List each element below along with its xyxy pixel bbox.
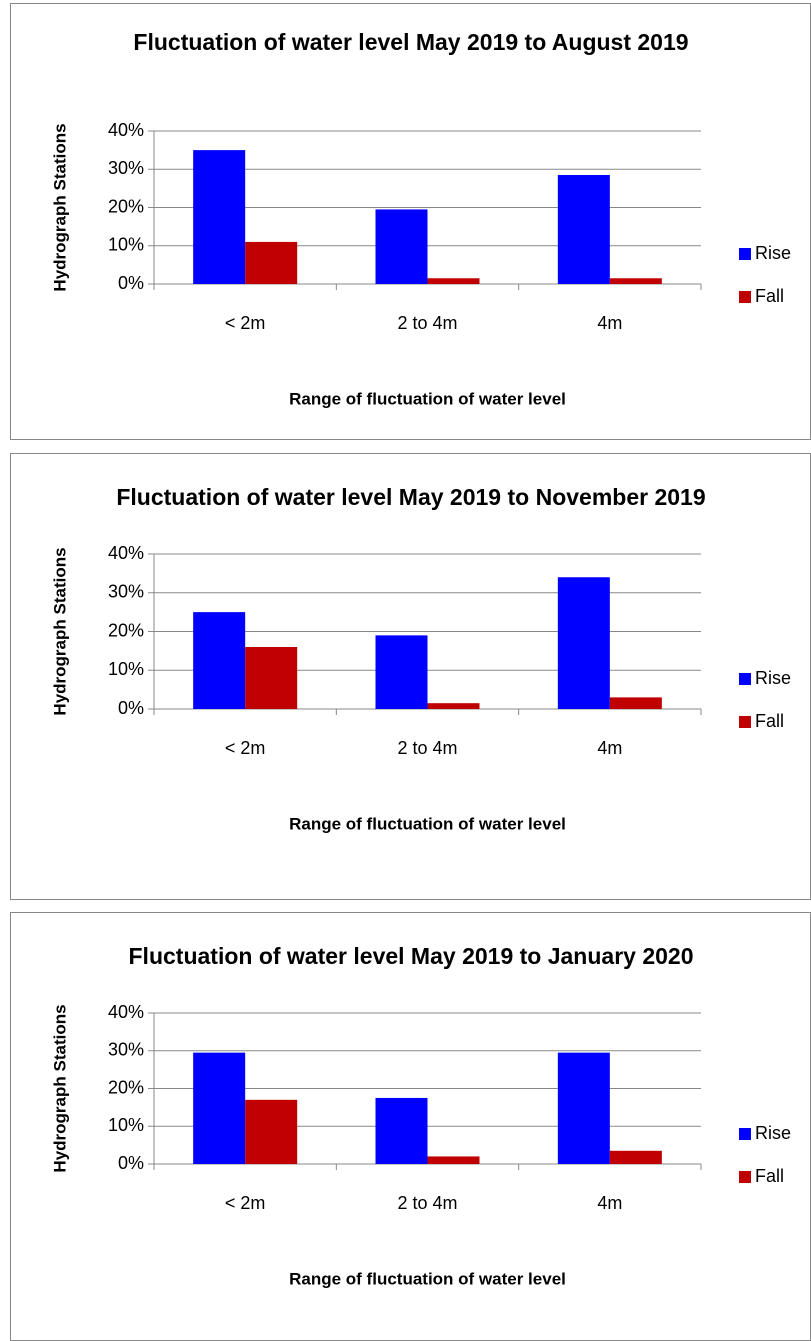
chart-title: Fluctuation of water level May 2019 to N… xyxy=(116,484,706,510)
bar xyxy=(557,1052,610,1164)
x-axis-title: Range of fluctuation of water level xyxy=(289,389,566,408)
bar xyxy=(427,703,480,709)
legend-label: Rise xyxy=(755,1123,791,1143)
legend-label: Rise xyxy=(755,243,791,263)
y-tick-label: 10% xyxy=(108,659,144,679)
bar xyxy=(193,612,246,709)
chart: 0% 10% 20% 30% 40% < 2m 2 to 4m 4m Range of fluc… xyxy=(50,1002,791,1289)
bar xyxy=(427,1156,480,1164)
x-tick-label: 4m xyxy=(597,313,622,333)
bar xyxy=(245,647,298,709)
x-axis-title: Range of fluctuation of water level xyxy=(289,1269,566,1288)
legend-swatch xyxy=(739,673,751,685)
legend-label: Fall xyxy=(755,711,784,731)
chart-frame: Fluctuation of water level May 2019 to N… xyxy=(10,453,811,900)
y-tick-label: 0% xyxy=(118,273,144,293)
y-tick-label: 30% xyxy=(108,1040,144,1060)
chart: 0% 10% 20% 30% 40% < 2m 2 to 4m 4m Range of fluc… xyxy=(50,543,791,834)
bar xyxy=(427,278,480,284)
y-tick-label: 40% xyxy=(108,120,144,140)
y-tick-label: 0% xyxy=(118,1153,144,1173)
y-tick-label: 30% xyxy=(108,158,144,178)
x-tick-label: 2 to 4m xyxy=(397,1193,457,1213)
chart: 0% 10% 20% 30% 40% < 2m 2 to 4m 4m Range of fluc… xyxy=(50,120,791,409)
bar xyxy=(375,209,428,284)
y-tick-label: 10% xyxy=(108,235,144,255)
y-axis-title: Hydrograph Stations xyxy=(50,1004,69,1172)
bar xyxy=(557,577,610,709)
y-tick-label: 40% xyxy=(108,1002,144,1022)
legend-swatch xyxy=(739,1171,751,1183)
legend-swatch xyxy=(739,1128,751,1140)
chart-frame: Fluctuation of water level May 2019 to A… xyxy=(10,3,811,440)
y-tick-label: 0% xyxy=(118,698,144,718)
x-tick-label: < 2m xyxy=(225,313,266,333)
y-tick-label: 20% xyxy=(108,196,144,216)
bar xyxy=(375,635,428,709)
bar xyxy=(245,241,298,284)
bar xyxy=(375,1097,428,1164)
chart-title: Fluctuation of water level May 2019 to A… xyxy=(133,29,689,55)
legend-label: Fall xyxy=(755,1166,784,1186)
bar xyxy=(557,174,610,284)
y-axis-title: Hydrograph Stations xyxy=(50,547,69,715)
legend-swatch xyxy=(739,291,751,303)
y-axis-title: Hydrograph Stations xyxy=(50,123,69,291)
bar xyxy=(193,1052,246,1164)
legend-swatch xyxy=(739,248,751,260)
legend-label: Fall xyxy=(755,286,784,306)
y-tick-label: 10% xyxy=(108,1115,144,1135)
bar xyxy=(609,1150,662,1164)
legend-label: Rise xyxy=(755,668,791,688)
x-tick-label: 2 to 4m xyxy=(397,313,457,333)
legend-swatch xyxy=(739,716,751,728)
bar xyxy=(245,1099,298,1164)
x-tick-label: < 2m xyxy=(225,1193,266,1213)
y-tick-label: 20% xyxy=(108,620,144,640)
x-axis-title: Range of fluctuation of water level xyxy=(289,814,566,833)
y-tick-label: 20% xyxy=(108,1077,144,1097)
y-tick-label: 40% xyxy=(108,543,144,563)
chart-frame: Fluctuation of water level May 2019 to J… xyxy=(10,912,811,1341)
x-tick-label: 4m xyxy=(597,1193,622,1213)
x-tick-label: 4m xyxy=(597,738,622,758)
chart-title: Fluctuation of water level May 2019 to J… xyxy=(128,943,694,969)
y-tick-label: 30% xyxy=(108,582,144,602)
x-tick-label: 2 to 4m xyxy=(397,738,457,758)
bar xyxy=(193,150,246,284)
bar xyxy=(609,278,662,284)
bar xyxy=(609,697,662,709)
x-tick-label: < 2m xyxy=(225,738,266,758)
